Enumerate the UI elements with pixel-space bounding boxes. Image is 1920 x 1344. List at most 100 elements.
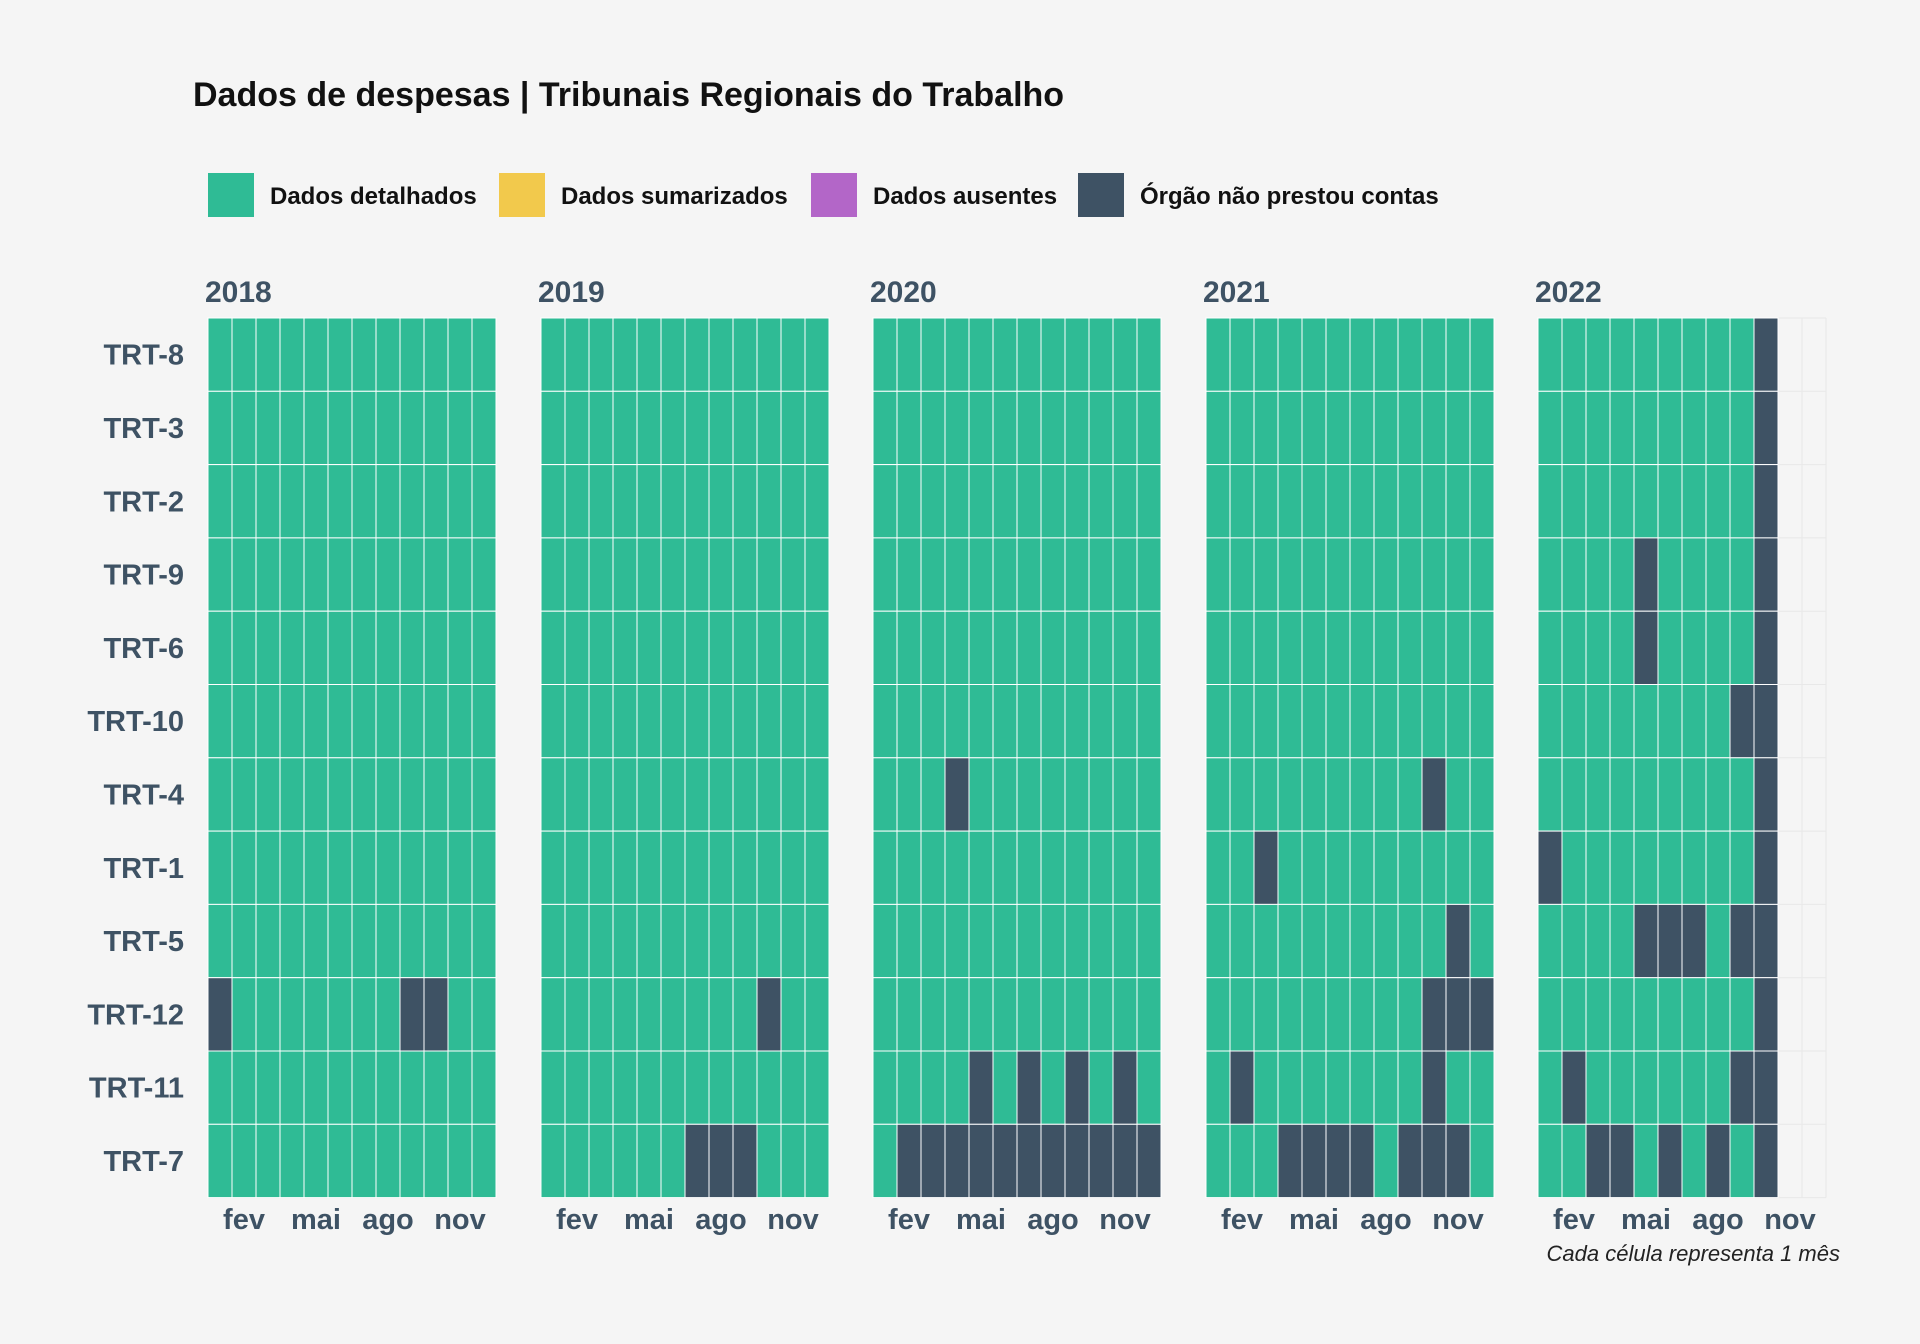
heatmap-cell — [1112, 1050, 1138, 1125]
heatmap-cell — [1277, 684, 1303, 759]
heatmap-cell — [1277, 903, 1303, 979]
heatmap-cell — [1349, 610, 1375, 686]
heatmap-cell — [399, 1050, 425, 1125]
heatmap-cell — [1325, 903, 1351, 979]
heatmap-cell — [1609, 977, 1635, 1052]
x-tick-label: ago — [362, 1204, 414, 1236]
heatmap-cell — [303, 610, 329, 686]
heatmap-cell — [920, 977, 946, 1052]
heatmap-cell — [255, 684, 281, 759]
heatmap-cell — [447, 977, 473, 1052]
row-label: TRT-5 — [103, 926, 184, 958]
row-label: TRT-8 — [103, 340, 184, 372]
heatmap-cell — [684, 903, 710, 979]
heatmap-cell — [1705, 1123, 1731, 1199]
heatmap-cell — [1373, 830, 1399, 905]
heatmap-cell — [279, 830, 305, 905]
heatmap-cell — [1205, 390, 1231, 466]
heatmap-cell — [1397, 1123, 1423, 1199]
heatmap-cell — [1609, 684, 1635, 759]
heatmap-cell — [1229, 684, 1255, 759]
heatmap-cell — [708, 1123, 734, 1199]
heatmap-cell — [1657, 317, 1683, 392]
heatmap-cell — [1561, 903, 1587, 979]
x-tick-label: fev — [556, 1204, 598, 1236]
heatmap-cell — [1445, 537, 1471, 612]
row-label: TRT-6 — [103, 633, 184, 665]
heatmap-cell — [708, 684, 734, 759]
heatmap-cell — [612, 390, 638, 466]
heatmap-cell — [1277, 1050, 1303, 1125]
heatmap-cell — [1753, 830, 1779, 905]
heatmap-cell — [896, 464, 922, 539]
heatmap-cell — [1040, 464, 1066, 539]
heatmap-cell — [540, 390, 566, 466]
heatmap-cell — [1112, 537, 1138, 612]
heatmap-cell — [992, 390, 1018, 466]
heatmap-cell — [471, 684, 497, 759]
heatmap-cell — [684, 757, 710, 832]
heatmap-cell — [423, 830, 449, 905]
heatmap-cell — [684, 464, 710, 539]
heatmap-cell — [1609, 390, 1635, 466]
heatmap-cell — [732, 830, 758, 905]
heatmap-cell — [920, 390, 946, 466]
heatmap-cell — [1229, 317, 1255, 392]
heatmap-cell — [1064, 317, 1090, 392]
chart-caption: Cada célula representa 1 mês — [1547, 1241, 1841, 1266]
heatmap-cell — [780, 1123, 806, 1199]
heatmap-cell — [1277, 317, 1303, 392]
heatmap-cell — [1561, 390, 1587, 466]
heatmap-cell — [1633, 903, 1659, 979]
heatmap-cell — [1325, 1050, 1351, 1125]
legend-swatch-A — [811, 173, 857, 217]
heatmap-cell — [279, 610, 305, 686]
heatmap-cell — [1681, 977, 1707, 1052]
heatmap-cell — [1205, 610, 1231, 686]
heatmap-cell — [1469, 977, 1495, 1052]
heatmap-cell — [1088, 317, 1114, 392]
heatmap-cell — [896, 1050, 922, 1125]
heatmap-cell — [1729, 610, 1755, 686]
heatmap-cell — [968, 684, 994, 759]
heatmap-cell — [303, 464, 329, 539]
heatmap-cell — [872, 610, 898, 686]
panel-year-label: 2022 — [1535, 276, 1602, 309]
heatmap-cell — [1609, 903, 1635, 979]
heatmap-cell — [207, 977, 233, 1052]
heatmap-cell — [1633, 610, 1659, 686]
heatmap-cell — [1325, 1123, 1351, 1199]
heatmap-cell — [1397, 1050, 1423, 1125]
heatmap-cell — [1253, 757, 1279, 832]
heatmap-cell — [1397, 830, 1423, 905]
x-tick-label: nov — [1764, 1204, 1816, 1236]
heatmap-cell — [1301, 464, 1327, 539]
heatmap-cell — [1585, 317, 1611, 392]
heatmap-cell — [588, 830, 614, 905]
heatmap-cell — [1585, 757, 1611, 832]
heatmap-cell — [636, 1123, 662, 1199]
heatmap-cell — [1705, 464, 1731, 539]
heatmap-cell — [207, 317, 233, 392]
heatmap-cell — [1205, 757, 1231, 832]
heatmap-cell — [1325, 610, 1351, 686]
heatmap-cell — [207, 684, 233, 759]
heatmap-cell — [1681, 1123, 1707, 1199]
heatmap-cell — [207, 1050, 233, 1125]
heatmap-cell — [1537, 977, 1563, 1052]
heatmap-cell — [1657, 610, 1683, 686]
heatmap-cell — [804, 1050, 830, 1125]
heatmap-cell — [636, 757, 662, 832]
heatmap-cell — [375, 537, 401, 612]
heatmap-cell — [780, 390, 806, 466]
heatmap-cell — [540, 977, 566, 1052]
heatmap-cell — [636, 830, 662, 905]
heatmap-cell — [1609, 1050, 1635, 1125]
heatmap-cell — [992, 317, 1018, 392]
heatmap-cell — [231, 317, 257, 392]
heatmap-cell — [1421, 903, 1447, 979]
heatmap-cell — [231, 830, 257, 905]
heatmap-cell — [1445, 610, 1471, 686]
heatmap-cell — [588, 977, 614, 1052]
heatmap-cell — [1397, 903, 1423, 979]
